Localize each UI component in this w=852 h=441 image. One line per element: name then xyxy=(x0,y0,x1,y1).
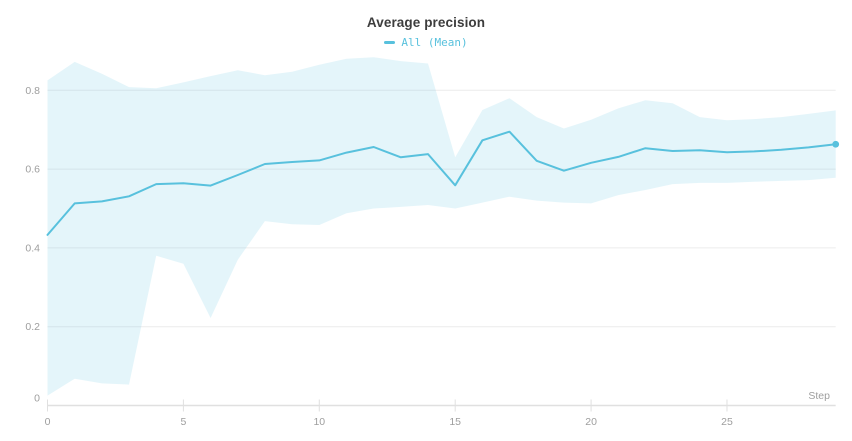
y-tick-label: 0.2 xyxy=(25,321,40,333)
mean-line[interactable] xyxy=(46,130,837,236)
x-tick-label: 5 xyxy=(180,416,186,428)
confidence-band xyxy=(47,57,836,396)
x-tick-label: 25 xyxy=(721,416,733,428)
chart-legend[interactable]: All (Mean) xyxy=(0,36,852,49)
x-tick-label: 10 xyxy=(313,416,325,428)
y-tick-label: 0.6 xyxy=(25,164,40,176)
x-tick-label: 0 xyxy=(45,416,51,428)
legend-line-swatch-icon xyxy=(384,41,396,44)
x-tick-label: 15 xyxy=(449,416,461,428)
y-tick-label: 0.8 xyxy=(25,85,40,97)
last-point-marker[interactable] xyxy=(832,140,840,148)
x-axis-title: Step xyxy=(808,390,830,402)
x-tick-label: 20 xyxy=(585,416,597,428)
y-tick-label: 0.4 xyxy=(25,242,40,254)
y-tick-label: 0 xyxy=(34,393,40,405)
legend-label-all-mean: All (Mean) xyxy=(401,36,468,49)
chart-title: Average precision xyxy=(366,15,486,30)
